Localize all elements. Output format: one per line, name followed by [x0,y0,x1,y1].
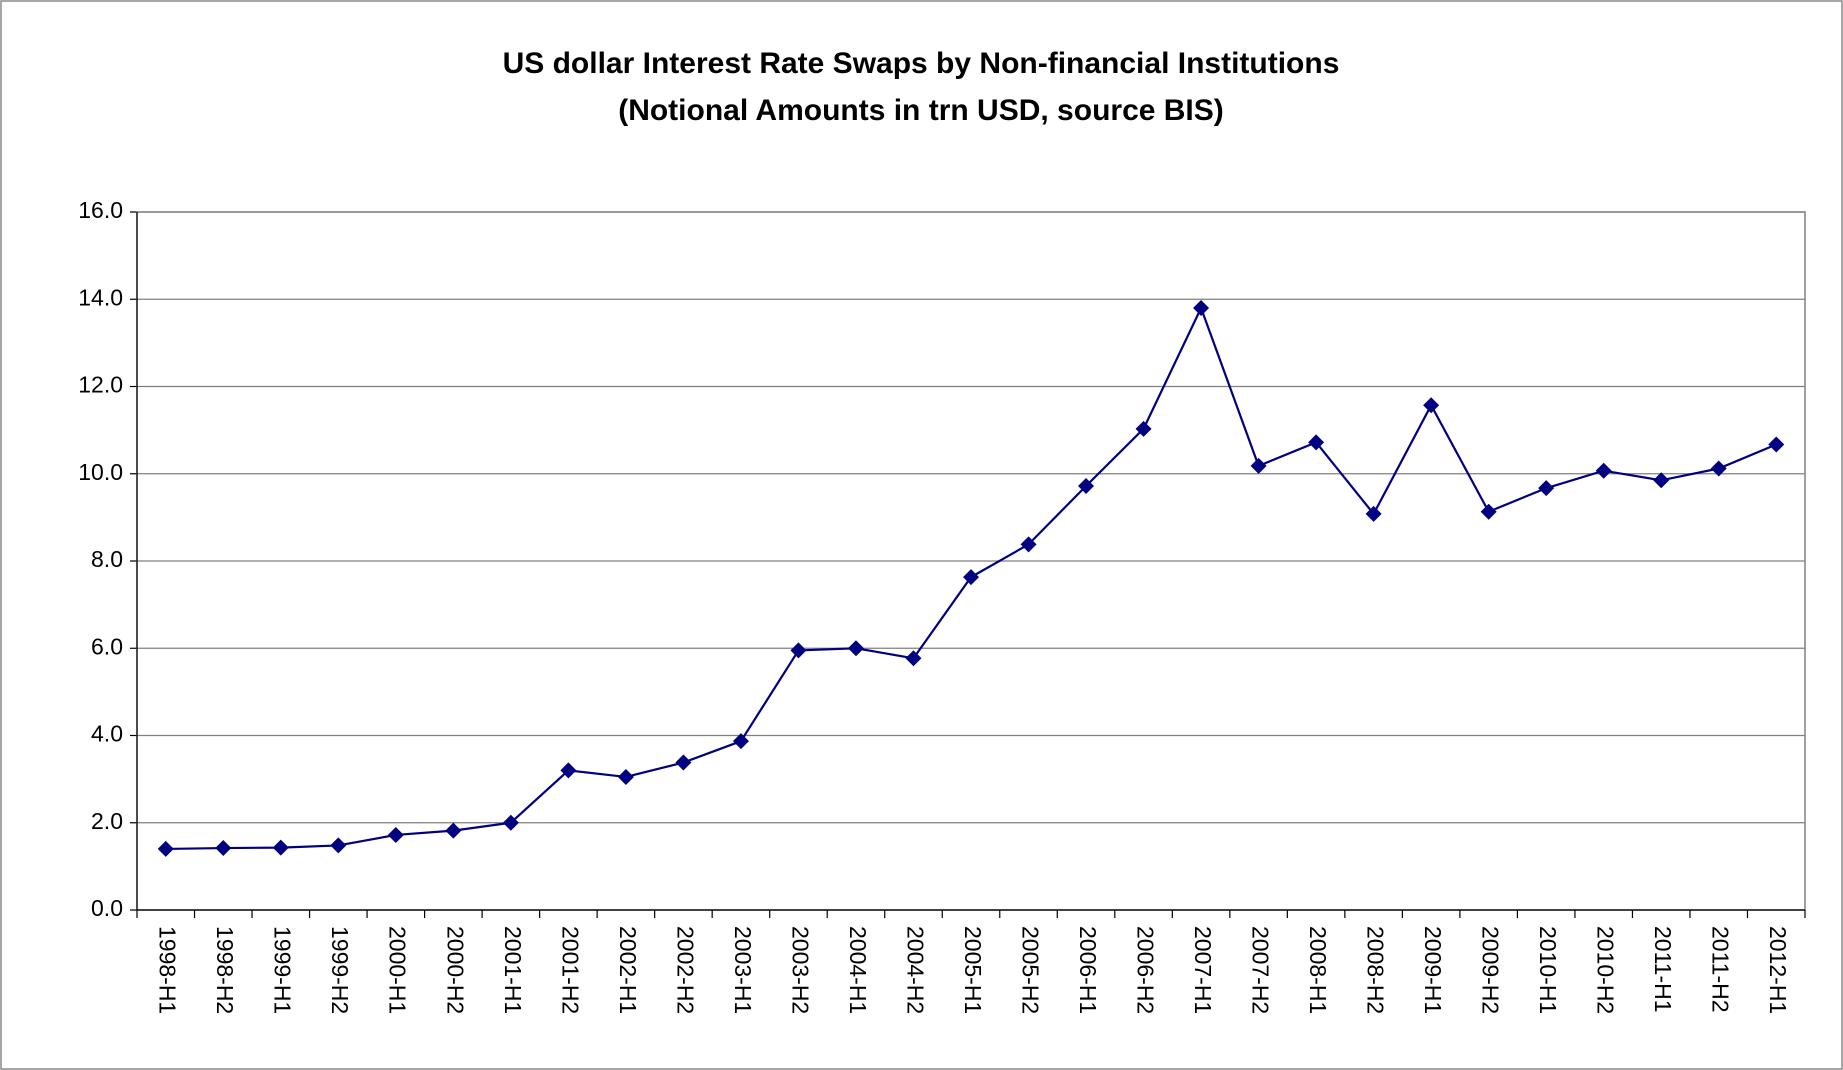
x-tick-label: 2005-H1 [960,926,986,1014]
y-tick-label: 16.0 [78,197,123,223]
x-tick-label: 2009-H2 [1478,926,1504,1014]
data-marker [215,840,232,857]
data-marker [675,754,692,771]
y-tick-label: 10.0 [78,459,123,485]
y-tick-label: 8.0 [91,546,123,572]
x-tick-label: 2010-H1 [1535,926,1561,1014]
data-marker [560,762,577,779]
data-marker [963,569,979,586]
x-tick-label: 2004-H1 [845,926,871,1014]
data-marker [1250,457,1267,474]
y-tick-label: 2.0 [91,808,123,834]
data-marker [1480,503,1497,520]
x-tick-label: 2006-H1 [1075,926,1101,1014]
x-tick-label: 2010-H2 [1593,926,1619,1014]
data-marker [1710,460,1727,477]
data-marker [790,642,807,659]
data-marker [1078,477,1095,494]
data-marker [1135,420,1152,437]
x-tick-label: 2011-H1 [1650,926,1676,1013]
data-marker [1768,436,1785,453]
data-marker [445,822,462,839]
x-tick-label: 1998-H1 [155,926,181,1014]
y-tick-label: 14.0 [78,284,123,310]
x-tick-label: 2011-H2 [1708,926,1734,1013]
data-marker [732,733,749,750]
x-tick-label: 2006-H2 [1132,926,1158,1014]
data-marker [272,839,289,856]
data-marker [905,650,922,667]
y-tick-label: 4.0 [91,721,123,747]
x-tick-label: 2008-H2 [1363,926,1389,1014]
x-tick-label: 2001-H2 [557,926,583,1014]
x-tick-label: 2009-H1 [1420,926,1446,1014]
x-tick-label: 2002-H2 [672,926,698,1014]
data-marker [1193,299,1210,316]
chart-subtitle: (Notional Amounts in trn USD, source BIS… [618,94,1224,127]
x-tick-label: 2000-H2 [442,926,468,1014]
x-tick-label: 2008-H1 [1305,926,1331,1014]
data-marker [1365,505,1382,522]
x-tick-label: 2003-H2 [787,926,813,1014]
data-marker [1595,462,1612,479]
data-marker [1538,480,1555,497]
x-tick-label: 2003-H1 [730,926,756,1014]
x-tick-label: 2002-H1 [615,926,641,1014]
data-marker [1423,397,1440,414]
x-tick-label: 1998-H2 [212,926,238,1014]
data-marker [330,837,347,854]
chart-title: US dollar Interest Rate Swaps by Non-fin… [503,47,1340,80]
x-tick-label: 1999-H1 [270,926,296,1014]
data-marker [502,814,519,831]
data-marker [157,840,174,857]
data-marker [1653,472,1670,489]
x-tick-label: 2004-H2 [902,926,928,1014]
y-tick-label: 12.0 [78,372,123,398]
x-tick-label: 1999-H2 [327,926,353,1014]
data-marker [617,768,634,785]
y-tick-label: 0.0 [91,895,123,921]
x-tick-label: 2000-H1 [385,926,411,1014]
x-tick-label: 2007-H2 [1248,926,1274,1014]
x-tick-label: 2005-H2 [1017,926,1043,1014]
x-tick-label: 2012-H1 [1765,926,1791,1014]
x-tick-label: 2007-H1 [1190,926,1216,1014]
data-marker [387,826,404,843]
data-marker [847,640,864,657]
x-tick-label: 2001-H1 [500,926,526,1014]
data-marker [1308,434,1325,451]
y-tick-label: 6.0 [91,633,123,659]
data-marker [1020,536,1037,553]
